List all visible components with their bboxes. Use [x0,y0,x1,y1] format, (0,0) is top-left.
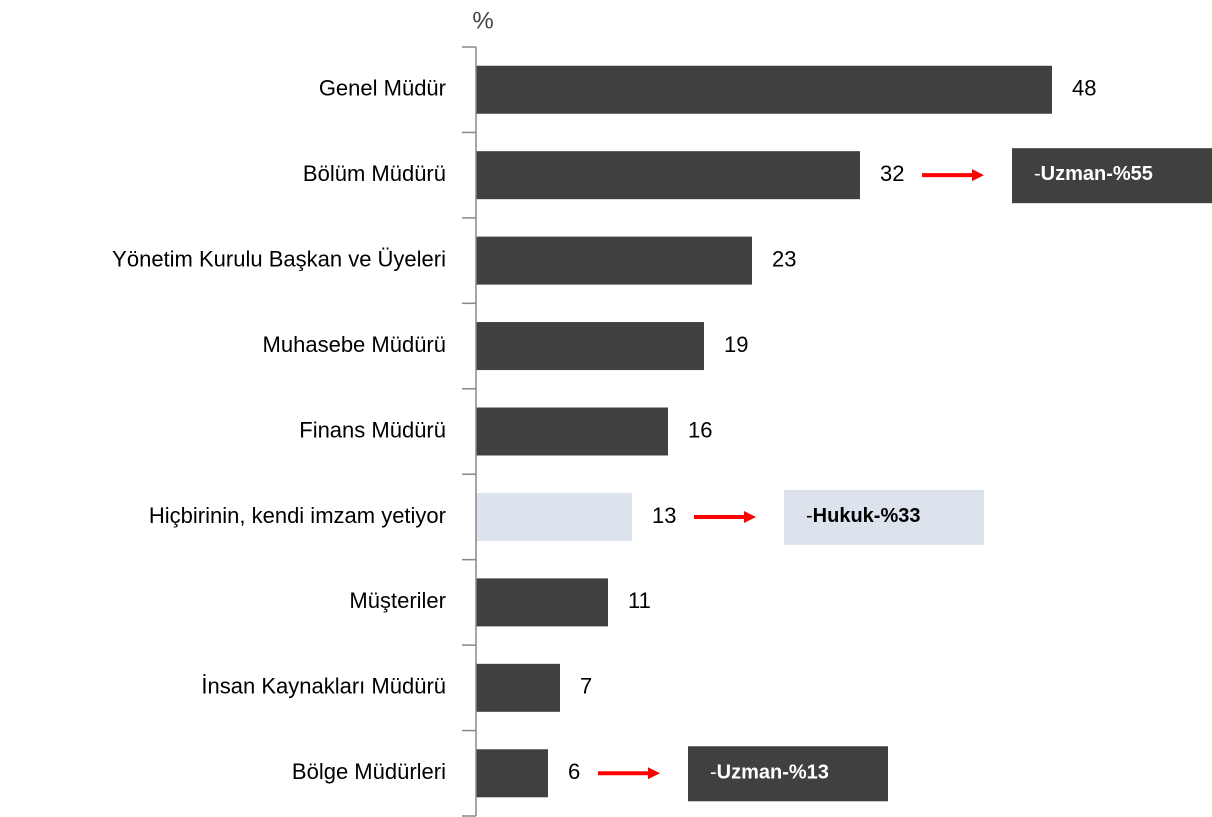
annotation-text: -Hukuk-%33 [806,505,920,527]
category-label: Genel Müdür [319,76,446,101]
category-label: Bölüm Müdürü [303,161,446,186]
value-label: 32 [880,161,904,186]
value-label: 16 [688,417,712,442]
annotation-label: Uzman-%13 [717,762,829,784]
bar [476,151,860,200]
category-label: Bölge Müdürleri [292,759,446,784]
bar [476,407,668,456]
annotation-prefix: - [806,505,813,527]
arrow-head [744,510,756,523]
annotation-box [688,746,888,802]
annotation-prefix: - [710,762,717,784]
annotation-label: Hukuk-%33 [813,505,921,527]
unit-label: % [472,7,493,34]
bar [476,663,560,712]
value-label: 13 [652,503,676,528]
value-label: 7 [580,674,592,699]
value-label: 23 [772,246,796,271]
annotation-prefix: - [1034,163,1041,185]
annotation-text: -Uzman-%13 [710,762,829,784]
annotation-label: Uzman-%55 [1041,163,1153,185]
category-label: Muhasebe Müdürü [263,332,446,357]
value-label: 48 [1072,76,1096,101]
value-label: 6 [568,759,580,784]
bar [476,749,548,798]
category-label: Finans Müdürü [299,417,446,442]
category-label: Yönetim Kurulu Başkan ve Üyeleri [112,246,446,271]
bar [476,578,608,627]
bar [476,322,704,371]
arrow-head [972,169,984,182]
value-label: 19 [724,332,748,357]
bar [476,65,1052,114]
bar [476,236,752,285]
value-label: 11 [628,588,651,613]
annotation-box [784,489,984,545]
arrow-head [648,767,660,780]
annotation-text: -Uzman-%55 [1034,163,1153,185]
category-label: İnsan Kaynakları Müdürü [201,674,446,699]
category-label: Hiçbirinin, kendi imzam yetiyor [149,503,446,528]
category-label: Müşteriler [349,588,446,613]
annotation-box [1012,148,1212,204]
bar [476,492,632,541]
